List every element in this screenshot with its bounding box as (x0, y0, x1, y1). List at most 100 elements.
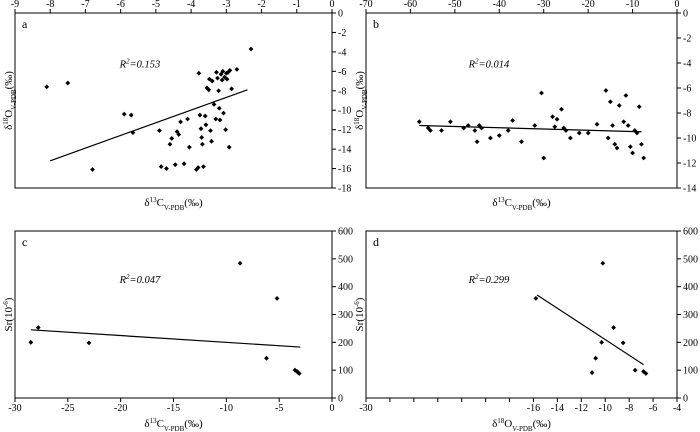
data-point (237, 260, 243, 266)
data-point (607, 99, 613, 105)
data-point (636, 104, 642, 110)
data-point (510, 118, 516, 123)
data-point (620, 340, 626, 346)
x-axis-title: δ13CV-PDB(‰) (144, 417, 203, 432)
data-point (199, 141, 205, 147)
data-point (90, 167, 95, 172)
x-tick-label: -2 (257, 0, 265, 10)
data-point (169, 136, 175, 141)
data-point (616, 103, 622, 108)
panel-label: a (22, 17, 28, 31)
y-tick-label: -4 (338, 47, 346, 58)
y-tick-label: 200 (683, 338, 698, 349)
panel-b: -70 -60 -50 -40 -30 -20 -10 00 -2 -4 -6 -8 -10 -12 -14… (353, 0, 696, 212)
y-tick-label: -6 (338, 67, 346, 78)
data-point (550, 114, 555, 120)
data-point (215, 75, 220, 81)
y-tick-label: 300 (338, 310, 353, 321)
data-point (217, 117, 223, 123)
y-tick-label: -18 (338, 184, 351, 195)
x-tick-label: 0 (675, 0, 680, 10)
data-point (625, 123, 631, 128)
x-tick-label: -70 (359, 0, 372, 10)
y-tick-label: -8 (338, 86, 346, 97)
data-point (593, 355, 599, 361)
x-tick-label: -7 (81, 0, 89, 10)
panel-label: b (373, 17, 379, 31)
y-tick-label: -10 (683, 134, 696, 145)
y-tick-label: 0 (683, 394, 688, 405)
data-point (292, 367, 298, 373)
y-tick-label: -12 (338, 125, 351, 136)
data-point (461, 125, 467, 131)
data-point (198, 126, 204, 132)
data-point (505, 128, 511, 133)
data-point (623, 93, 629, 98)
data-point (196, 70, 202, 76)
y-tick-label: 600 (683, 227, 698, 238)
x-tick-label: -40 (493, 0, 506, 10)
y-tick-label: 500 (338, 254, 353, 265)
r-squared-annotation: R2=0.047 (119, 273, 161, 286)
x-tick-label: -12 (575, 403, 588, 414)
data-point (223, 127, 229, 133)
data-point (157, 128, 162, 134)
plot-frame (365, 230, 678, 399)
data-point (428, 128, 433, 133)
x-tick-label: -4 (187, 0, 195, 10)
data-point (610, 123, 615, 128)
data-point (600, 260, 606, 266)
data-point (567, 135, 573, 141)
data-point (611, 325, 617, 330)
x-tick-label: -3 (222, 0, 230, 10)
data-point (202, 113, 208, 119)
y-tick-label: -4 (683, 59, 691, 70)
x-axis-title: δ13CV-PDB(‰) (144, 196, 203, 212)
data-point (206, 87, 212, 93)
y-tick-label: 100 (338, 366, 353, 377)
x-tick-label: -6 (649, 403, 657, 414)
data-point (634, 130, 640, 136)
data-point (208, 128, 213, 134)
data-point (216, 105, 222, 111)
y-tick-label: -10 (338, 106, 351, 117)
data-point (488, 135, 493, 141)
y-tick-label: 400 (683, 282, 698, 293)
x-tick-label: -8 (625, 403, 633, 414)
data-point (209, 138, 214, 144)
data-point (603, 88, 609, 93)
x-tick-label: -30 (359, 403, 372, 414)
x-tick-label: -16 (527, 403, 540, 414)
plot-frame (14, 230, 333, 399)
panel-a: -9 -8 -7 -6 -5 -4 -3 -2 -1 00-2-4-6-8-10-12-14-16… (2, 0, 351, 212)
trendline (419, 124, 642, 133)
y-axis-title: Sr(10-6) (2, 297, 15, 331)
y-tick-label: -14 (338, 145, 351, 156)
data-point (541, 155, 547, 161)
data-point (532, 123, 538, 128)
data-point (519, 139, 524, 145)
plot-frame (365, 12, 678, 189)
y-tick-label: 600 (338, 227, 353, 238)
y-axis-title: Sr(10-6) (353, 297, 366, 331)
data-point (229, 86, 235, 92)
x-tick-label: -5 (152, 0, 160, 10)
x-tick-label: -6 (116, 0, 124, 10)
trendline (536, 294, 644, 366)
data-point (533, 295, 539, 301)
r-squared-annotation: R2=0.299 (468, 273, 510, 286)
r-squared-annotation: R2=0.014 (468, 57, 510, 70)
data-point (594, 121, 600, 127)
x-tick-label: -10 (220, 403, 233, 414)
data-point (211, 101, 217, 107)
x-tick-label: -20 (114, 403, 127, 414)
data-point (439, 128, 444, 133)
panel-c: -30 -25 -20 -15 -10 -5 00 100 200 300 400 500 600 c δ1… (2, 227, 353, 432)
data-point (643, 371, 649, 376)
data-point (630, 150, 635, 156)
y-tick-label: -2 (338, 28, 346, 39)
data-point (552, 124, 558, 130)
data-point (158, 164, 164, 170)
x-tick-label: -10 (626, 0, 639, 10)
data-point (201, 164, 206, 170)
